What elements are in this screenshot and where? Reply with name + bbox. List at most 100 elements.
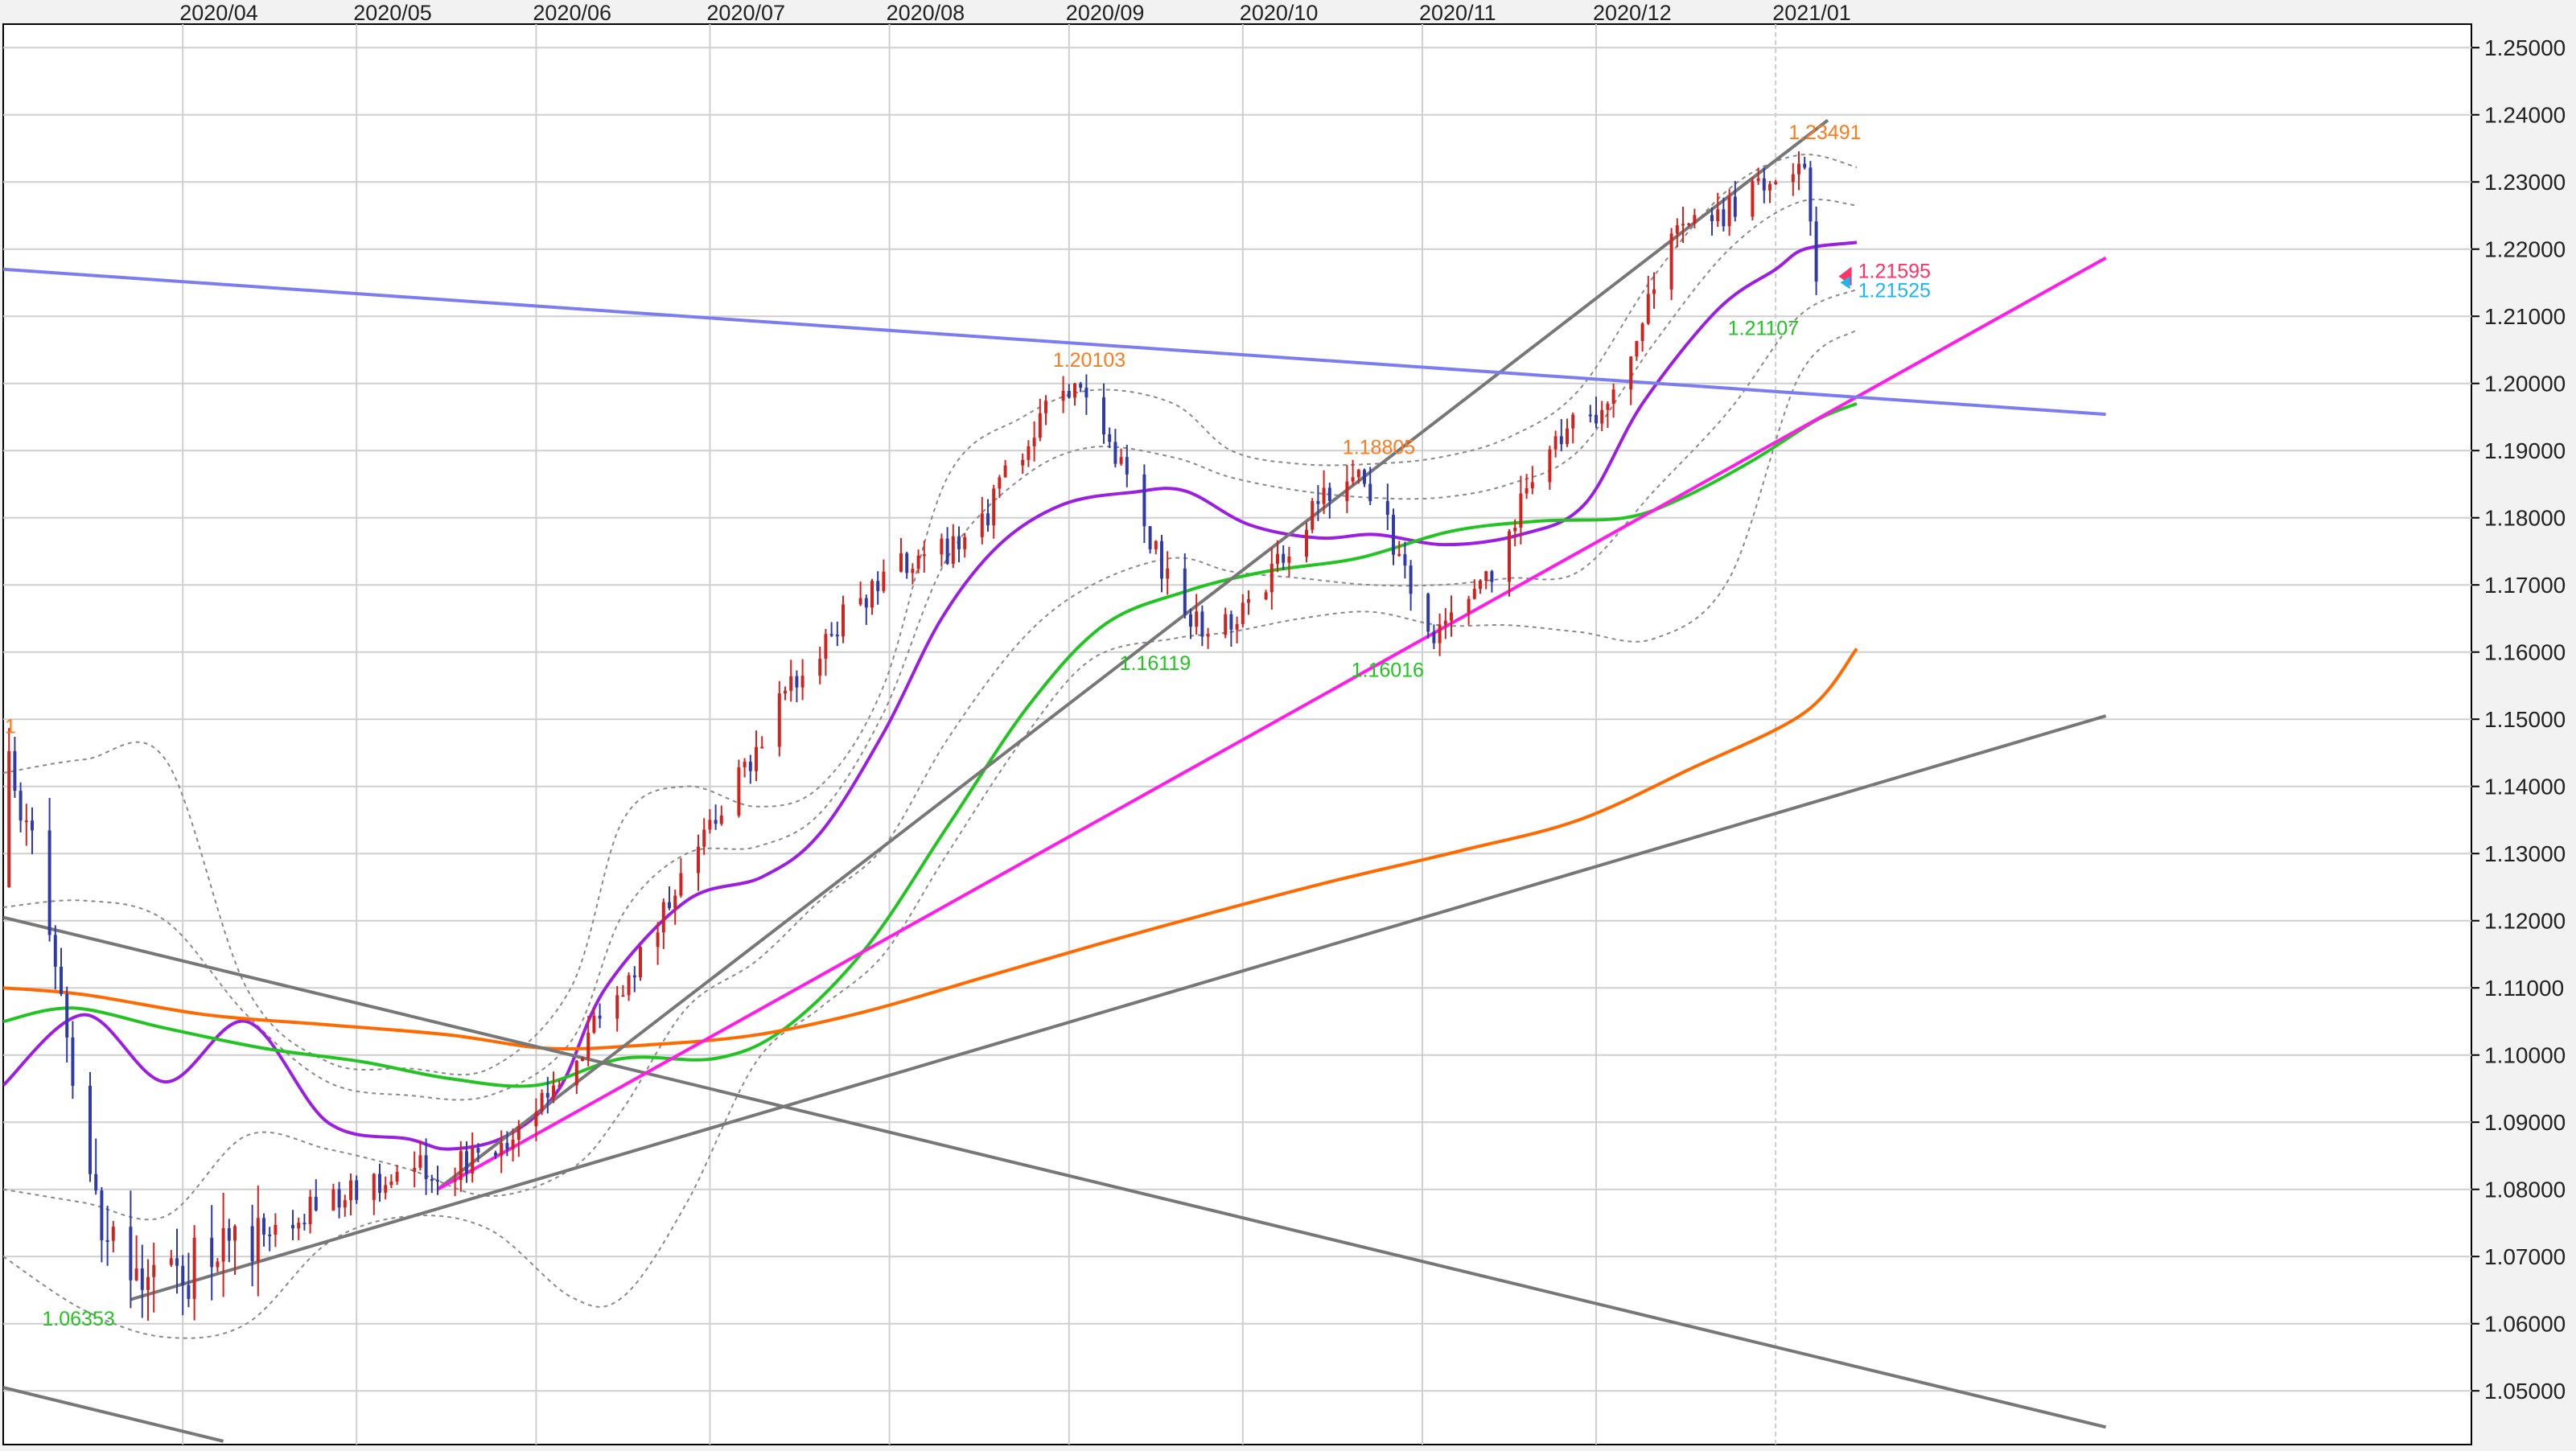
candle-down[interactable] bbox=[1084, 387, 1088, 398]
candle-down[interactable] bbox=[1392, 515, 1395, 555]
candle-up[interactable] bbox=[737, 767, 741, 816]
candle-up[interactable] bbox=[395, 1171, 399, 1182]
candle-up[interactable] bbox=[581, 1058, 584, 1061]
candle-up[interactable] bbox=[1479, 581, 1482, 590]
candle-down[interactable] bbox=[1809, 167, 1813, 222]
candle-down[interactable] bbox=[262, 1218, 265, 1235]
candle-up[interactable] bbox=[1472, 589, 1476, 599]
candle-down[interactable] bbox=[71, 1037, 75, 1086]
candle-up[interactable] bbox=[800, 676, 804, 688]
candle-up[interactable] bbox=[1356, 470, 1360, 478]
candle-down[interactable] bbox=[1403, 554, 1407, 566]
candle-up[interactable] bbox=[755, 746, 758, 771]
candle-down[interactable] bbox=[105, 1239, 109, 1242]
candle-up[interactable] bbox=[697, 846, 700, 873]
candle-up[interactable] bbox=[789, 676, 793, 691]
candle-up[interactable] bbox=[980, 513, 984, 537]
candle-up[interactable] bbox=[1287, 556, 1291, 563]
candle-down[interactable] bbox=[1316, 501, 1320, 504]
gray-falling-low[interactable] bbox=[3, 1386, 224, 1443]
candle-up[interactable] bbox=[1525, 488, 1529, 494]
candle-up[interactable] bbox=[1119, 457, 1123, 464]
candle-up[interactable] bbox=[842, 604, 845, 637]
candle-up[interactable] bbox=[1397, 554, 1401, 557]
candle-up[interactable] bbox=[343, 1200, 347, 1208]
candle-up[interactable] bbox=[540, 1092, 544, 1112]
candle-down[interactable] bbox=[748, 762, 752, 771]
candle-up[interactable] bbox=[471, 1148, 475, 1174]
candle-down[interactable] bbox=[1108, 434, 1112, 442]
candle-up[interactable] bbox=[818, 658, 822, 676]
candle-up[interactable] bbox=[743, 762, 747, 768]
candle-up[interactable] bbox=[331, 1189, 335, 1211]
candle-up[interactable] bbox=[1166, 568, 1170, 579]
candle-down[interactable] bbox=[430, 1178, 434, 1181]
candle-down[interactable] bbox=[1102, 397, 1105, 434]
candle-up[interactable] bbox=[784, 690, 787, 694]
candle-down[interactable] bbox=[100, 1190, 104, 1240]
candle-up[interactable] bbox=[1467, 598, 1471, 613]
candle-down[interactable] bbox=[1710, 215, 1714, 221]
candle-down[interactable] bbox=[129, 1227, 133, 1280]
candle-up[interactable] bbox=[1566, 428, 1569, 445]
candle-up[interactable] bbox=[1669, 233, 1673, 290]
candle-down[interactable] bbox=[1426, 594, 1430, 632]
candle-down[interactable] bbox=[424, 1155, 428, 1179]
candle-down[interactable] bbox=[250, 1226, 254, 1262]
candle-up[interactable] bbox=[1154, 541, 1158, 549]
candle-down[interactable] bbox=[1148, 526, 1152, 549]
candle-down[interactable] bbox=[714, 820, 718, 824]
candle-up[interactable] bbox=[1681, 224, 1685, 226]
gray-rising-steep[interactable] bbox=[436, 118, 1829, 1191]
candle-up[interactable] bbox=[1311, 501, 1315, 530]
candle-up[interactable] bbox=[1519, 493, 1523, 528]
candle-up[interactable] bbox=[1073, 383, 1076, 398]
candle-up[interactable] bbox=[824, 634, 828, 659]
candle-up[interactable] bbox=[372, 1174, 376, 1200]
candle-down[interactable] bbox=[314, 1196, 318, 1211]
candle-down[interactable] bbox=[94, 1174, 98, 1191]
candle-up[interactable] bbox=[708, 820, 712, 830]
candle-down[interactable] bbox=[957, 536, 961, 549]
candle-down[interactable] bbox=[1368, 483, 1372, 502]
candle-up[interactable] bbox=[882, 571, 886, 591]
candle-up[interactable] bbox=[1693, 215, 1697, 224]
candle-up[interactable] bbox=[134, 1268, 138, 1280]
price-axis[interactable]: 1.25000 1.24000 1.23000 1.22000 1.21000 1.200… bbox=[2471, 35, 2566, 1404]
candle-up[interactable] bbox=[899, 553, 903, 572]
candle-up[interactable] bbox=[1241, 602, 1245, 625]
candle-up[interactable] bbox=[1003, 465, 1007, 478]
candle-up[interactable] bbox=[1530, 482, 1534, 489]
candle-up[interactable] bbox=[169, 1258, 173, 1265]
candle-up[interactable] bbox=[1038, 413, 1042, 438]
candle-down[interactable] bbox=[1282, 553, 1286, 563]
candle-up[interactable] bbox=[719, 815, 723, 824]
candle-up[interactable] bbox=[1508, 531, 1511, 582]
candle-up[interactable] bbox=[349, 1180, 352, 1201]
candle-up[interactable] bbox=[221, 1228, 225, 1262]
candle-down[interactable] bbox=[1067, 390, 1071, 398]
candle-up[interactable] bbox=[233, 1226, 237, 1241]
candle-up[interactable] bbox=[627, 975, 631, 996]
candle-up[interactable] bbox=[702, 829, 706, 847]
candle-down[interactable] bbox=[1327, 487, 1331, 501]
candle-up[interactable] bbox=[1484, 571, 1488, 582]
candle-down[interactable] bbox=[1595, 414, 1598, 424]
candle-up[interactable] bbox=[1061, 390, 1065, 401]
candle-down[interactable] bbox=[864, 598, 868, 608]
candle-up[interactable] bbox=[1027, 446, 1031, 460]
candle-up[interactable] bbox=[1450, 612, 1453, 621]
candle-up[interactable] bbox=[1774, 182, 1778, 185]
candle-up[interactable] bbox=[1687, 223, 1691, 225]
candle-down[interactable] bbox=[227, 1228, 231, 1241]
candle-down[interactable] bbox=[88, 1085, 92, 1174]
candle-down[interactable] bbox=[1385, 501, 1389, 516]
candle-down[interactable] bbox=[13, 750, 17, 791]
candle-up[interactable] bbox=[516, 1126, 521, 1140]
candle-down[interactable] bbox=[291, 1224, 294, 1229]
candle-down[interactable] bbox=[1814, 221, 1818, 282]
candle-down[interactable] bbox=[60, 966, 63, 994]
candle-up[interactable] bbox=[297, 1223, 301, 1229]
